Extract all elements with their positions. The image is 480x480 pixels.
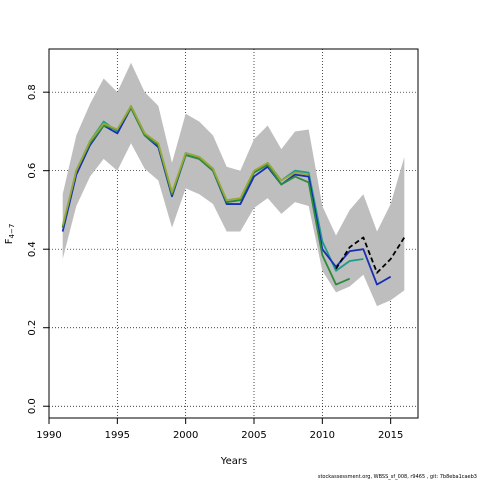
x-tick-label: 2015 [378, 430, 403, 441]
plot-frame [48, 48, 419, 419]
x-axis-title: Years [220, 456, 247, 467]
y-tick-label: 0.6 [27, 163, 38, 179]
y-tick-label: 0.0 [27, 398, 38, 414]
axes: 1990 1995 2000 2005 2010 2015 0.0 0.2 0.4 0.6 0.8 [27, 84, 403, 441]
x-tick-label: 1995 [105, 430, 130, 441]
confidence-band [62, 62, 405, 307]
y-tick-label: 0.2 [27, 320, 38, 336]
y-axis-title: F4−7 [4, 224, 16, 245]
x-tick-label: 2000 [173, 430, 198, 441]
x-tick-label: 2005 [241, 430, 266, 441]
series-line-4 [61, 106, 351, 286]
x-tick-label: 1990 [36, 430, 61, 441]
series-line-2 [61, 106, 392, 286]
y-axis-title-subscript: 4−7 [8, 224, 16, 239]
source-footer: stockassessment.org, WBSS_sf_008, r9465 … [318, 474, 477, 480]
series-lines [61, 105, 406, 286]
y-tick-label: 0.4 [27, 241, 38, 257]
x-tick-label: 2010 [310, 430, 335, 441]
y-tick-label: 0.8 [27, 84, 38, 100]
series-line-5 [61, 105, 309, 226]
